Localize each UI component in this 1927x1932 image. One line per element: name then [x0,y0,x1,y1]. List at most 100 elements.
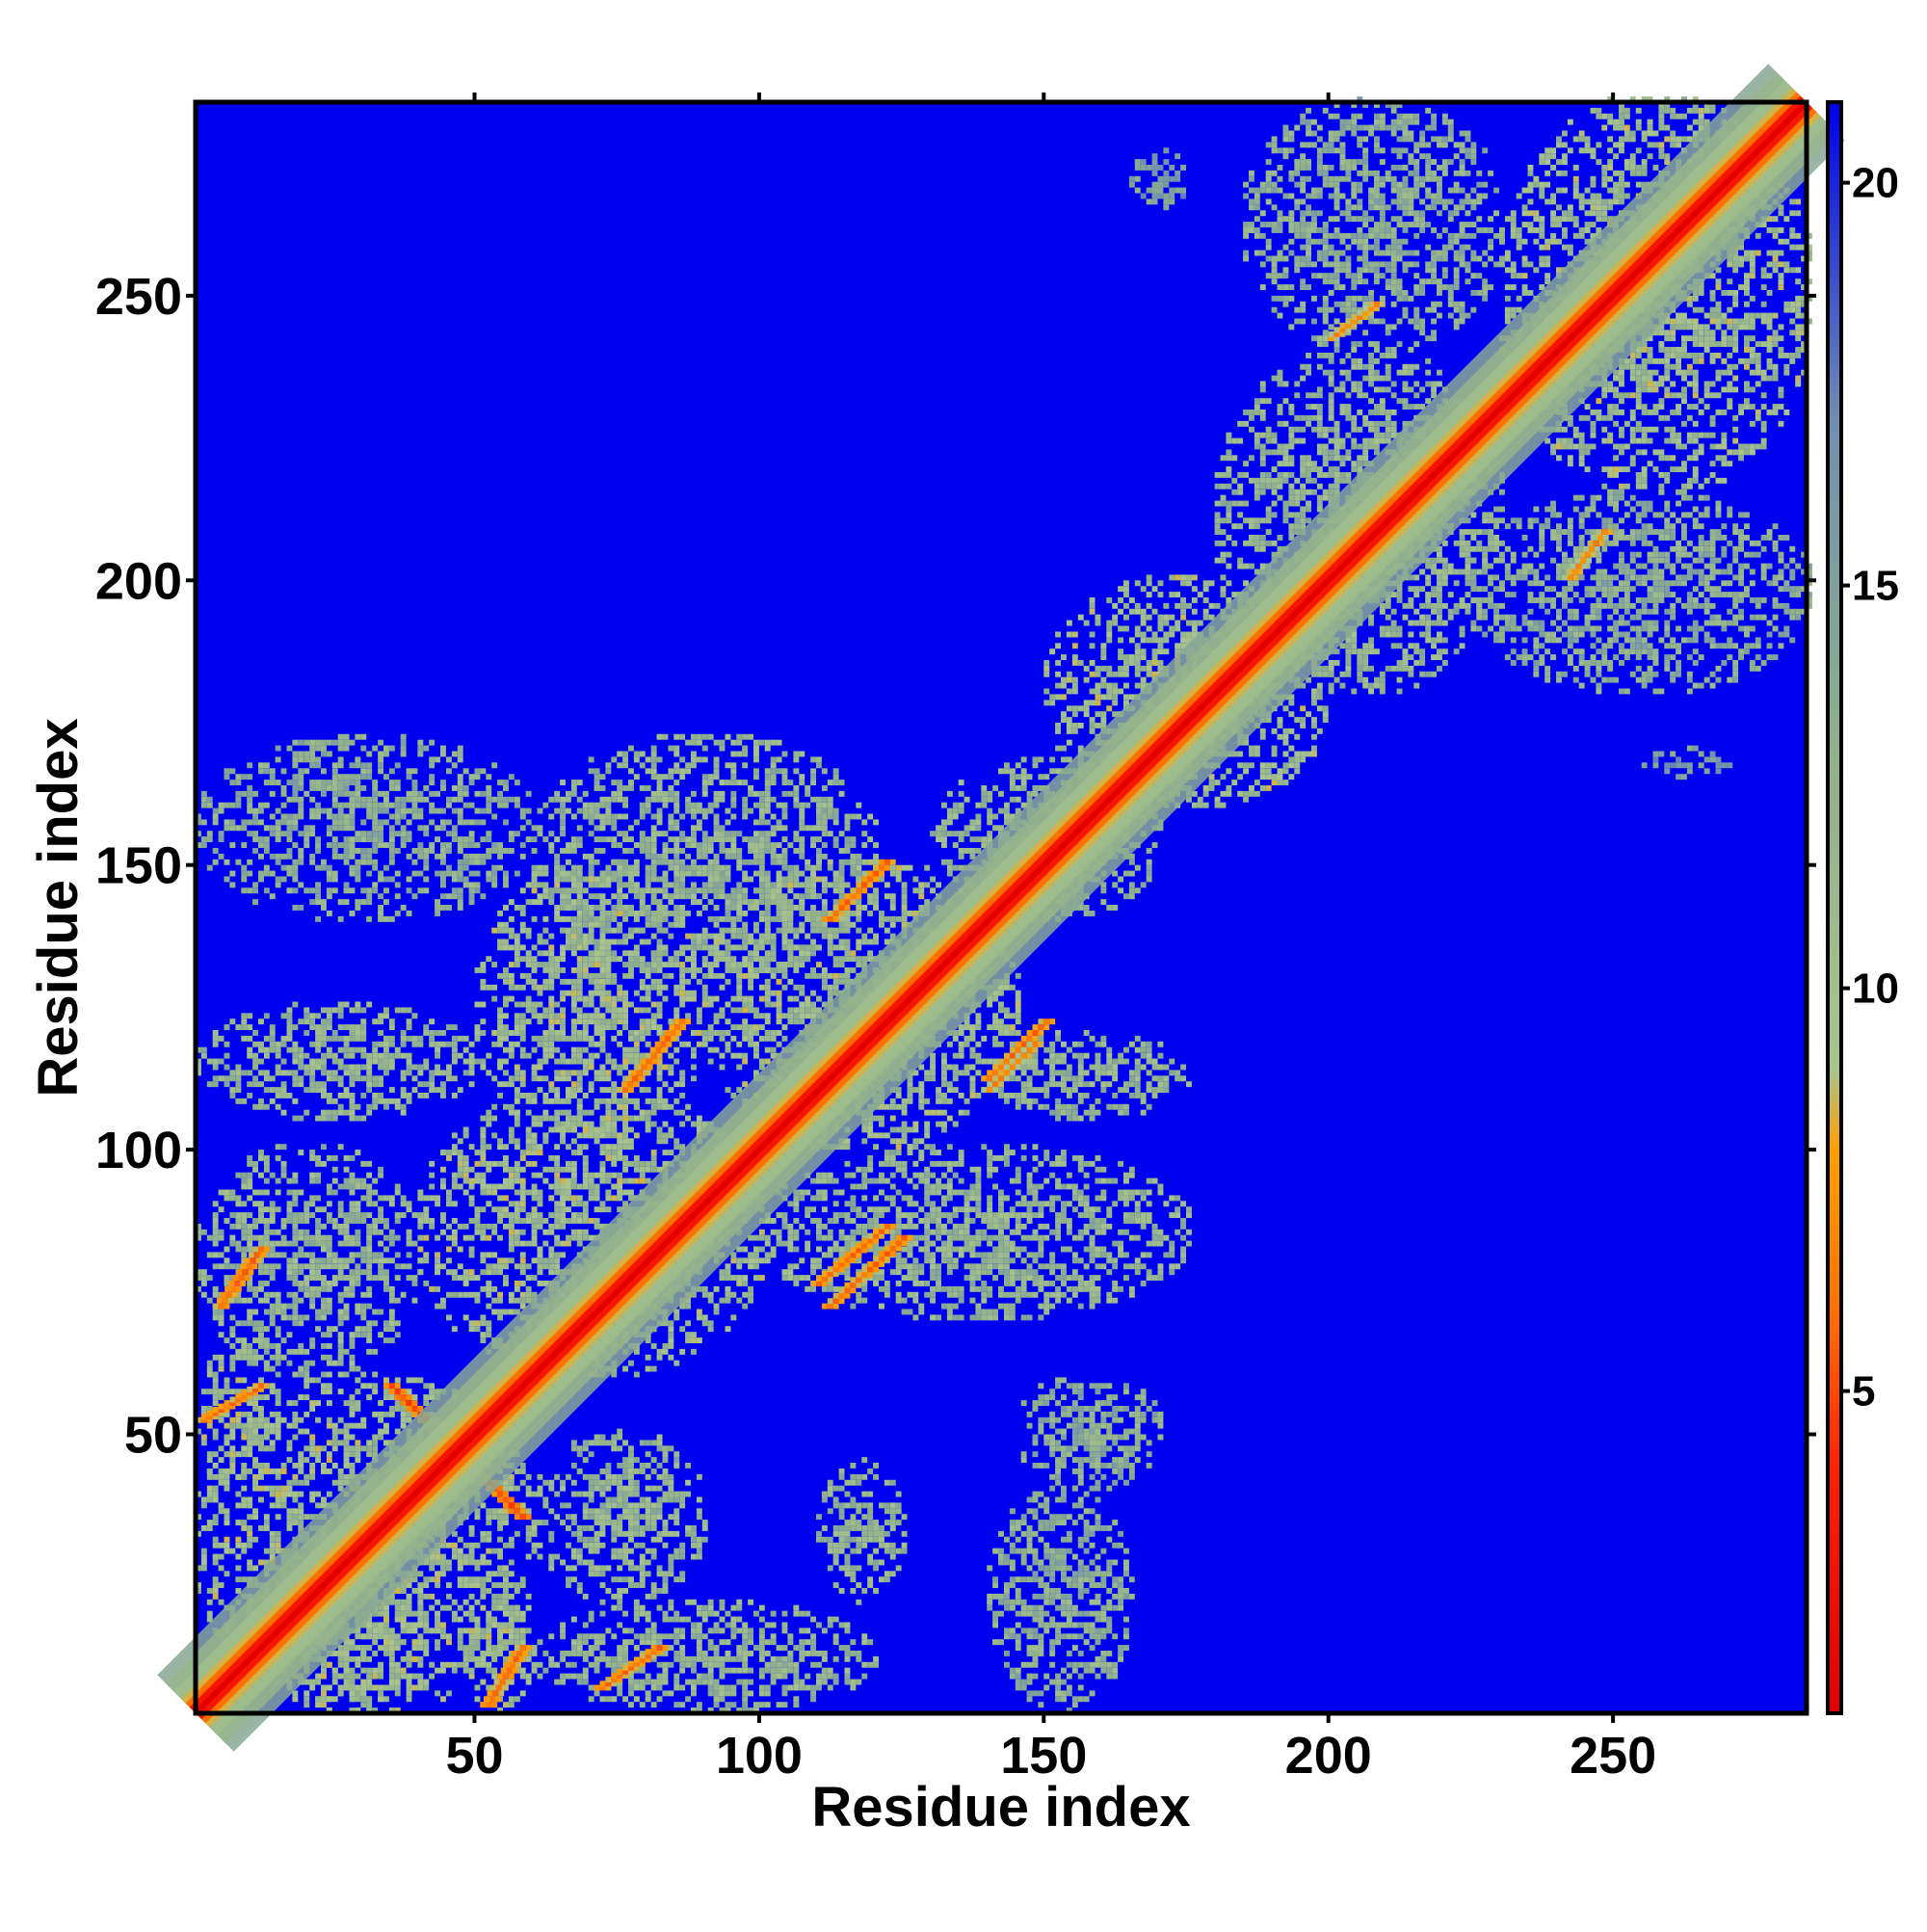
heatmap-cell [298,1246,304,1253]
heatmap-cell [611,1473,618,1480]
heatmap-cell [633,1599,640,1605]
heatmap-cell [468,1246,475,1253]
heatmap-cell [594,1508,600,1515]
heatmap-cell [417,1212,424,1219]
heatmap-cell [901,1542,908,1548]
heatmap-cell [366,1246,373,1253]
heatmap-cell [360,1655,367,1662]
heatmap-cell [1089,1542,1095,1548]
heatmap-cell [383,1616,389,1623]
heatmap-cell [1055,1690,1062,1697]
heatmap-cell [440,1571,446,1577]
heatmap-cell [258,1337,264,1344]
heatmap-cell [349,1343,356,1349]
heatmap-cell [1112,1673,1119,1680]
heatmap-cell [206,1496,213,1503]
heatmap-cell [388,1201,395,1207]
heatmap-cell [1134,1434,1141,1441]
heatmap-cell [224,1246,230,1253]
heatmap-cell [758,1645,765,1652]
heatmap-cell [383,1275,389,1282]
heatmap-cell [758,1639,765,1646]
heatmap-cell [497,1651,504,1656]
heatmap-cell [861,1491,868,1497]
heatmap-cell [514,1588,520,1594]
heatmap-cell [576,1588,583,1594]
heatmap-cell [1077,1593,1084,1600]
heatmap-cell [446,1269,452,1276]
heatmap-cell [212,1576,219,1583]
heatmap-cell [793,1645,800,1652]
heatmap-cell [617,1428,623,1435]
heatmap-cell [645,1354,651,1361]
heatmap-cell [366,1679,373,1685]
heatmap-cell [736,1707,743,1714]
heatmap-cell [252,1166,259,1173]
heatmap-cell [503,1628,509,1634]
heatmap-cell [1043,1400,1050,1407]
heatmap-cell [1106,1536,1113,1543]
heatmap-cell [560,1183,567,1190]
heatmap-cell [605,1520,612,1526]
heatmap-cell [378,1661,384,1668]
heatmap-cell [235,1422,242,1429]
heatmap-cell [451,1183,458,1190]
heatmap-cell [275,1144,281,1151]
heatmap-cell [856,1520,862,1526]
heatmap-cell [856,1582,862,1589]
heatmap-cell [446,1690,452,1697]
heatmap-cell [304,1314,310,1321]
heatmap-cell [570,1212,577,1219]
heatmap-cell [685,1530,692,1537]
heatmap-cell [656,1502,663,1509]
heatmap-cell [331,1696,338,1703]
heatmap-cell [560,1655,567,1662]
heatmap-cell [480,1314,487,1321]
heatmap-cell [1026,1690,1033,1697]
heatmap-cell [423,1684,430,1691]
heatmap-cell [639,1172,646,1178]
heatmap-cell [730,1633,737,1640]
heatmap-cell [372,1445,379,1452]
heatmap-cell [355,1400,361,1407]
heatmap-cell [241,1257,248,1264]
heatmap-cell [366,1667,373,1674]
heatmap-cell [519,1201,526,1207]
heatmap-cell [611,1195,618,1202]
heatmap-cell [576,1212,583,1219]
heatmap-cell [599,1201,606,1207]
heatmap-cell [474,1160,481,1167]
heatmap-cell [252,1160,259,1167]
heatmap-cell [394,1707,401,1714]
heatmap-cell [770,1622,777,1628]
heatmap-cell [514,1469,520,1474]
heatmap-cell [292,1400,299,1407]
heatmap-cell [315,1269,322,1276]
heatmap-cell [366,1622,373,1628]
heatmap-cell [286,1275,293,1282]
heatmap-cell [566,1166,571,1173]
heatmap-cell [366,1195,373,1202]
heatmap-cell [582,1542,589,1548]
heatmap-cell [1083,1639,1090,1646]
heatmap-cell [628,1189,634,1196]
heatmap-cell [588,1485,594,1492]
heatmap-cell [355,1201,361,1207]
heatmap-cell [480,1229,487,1235]
heatmap-cell [480,1252,487,1258]
heatmap-cell [673,1314,680,1321]
heatmap-cell [304,1411,310,1417]
heatmap-cell [315,1291,322,1298]
heatmap-cell [679,1667,686,1674]
heatmap-cell [537,1172,543,1178]
heatmap-cell [548,1229,555,1235]
heatmap-cell [321,1354,327,1361]
heatmap-cell [701,1651,708,1656]
heatmap-cell [554,1178,561,1184]
heatmap-cell [650,1593,657,1600]
heatmap-cell [519,1639,526,1646]
heatmap-cell [321,1303,327,1310]
heatmap-cell [576,1445,583,1452]
heatmap-cell [315,1451,322,1458]
heatmap-cell [388,1633,395,1640]
